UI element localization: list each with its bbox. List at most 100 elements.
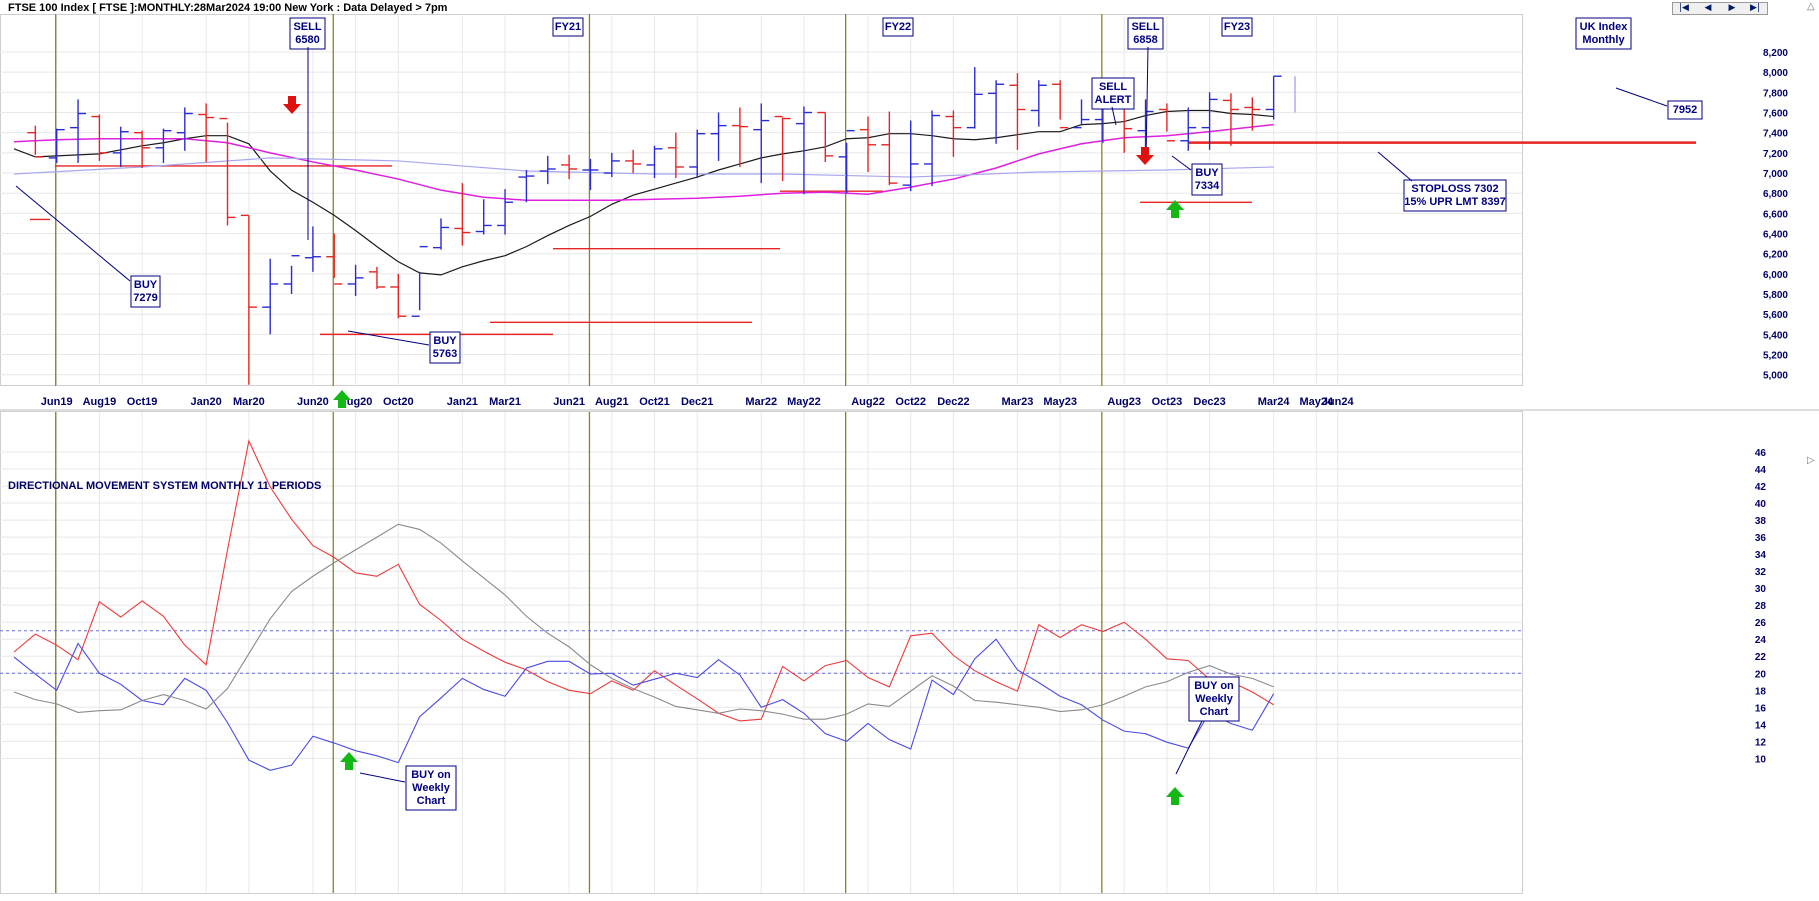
buy-arrow-up-icon — [1166, 787, 1184, 805]
x-tick-label: Dec23 — [1193, 396, 1225, 408]
x-tick-label: Oct21 — [639, 396, 670, 408]
last-price-label: 7952 — [1667, 100, 1703, 120]
x-tick-label: Mar24 — [1258, 396, 1291, 408]
price-tick-label: 7,000 — [1763, 169, 1788, 180]
dmi-tick-label: 24 — [1755, 635, 1767, 646]
moving-average-line-magenta — [13, 123, 1274, 201]
price-tick-label: 5,400 — [1763, 330, 1788, 341]
ohlc-bar — [774, 115, 791, 182]
ohlc-bar — [1158, 103, 1175, 142]
fiscal-label-fy23: FY23 — [1221, 17, 1253, 37]
dmi-tick-label: 16 — [1755, 703, 1767, 714]
dmi-tick-label: 12 — [1755, 737, 1767, 748]
dmi-tick-label: 46 — [1755, 448, 1767, 459]
x-tick-label: May22 — [787, 396, 821, 408]
x-tick-label: Jun20 — [297, 396, 329, 408]
buy-5763-label-text: BUY — [433, 335, 457, 347]
ohlc-bar — [1222, 93, 1239, 146]
x-tick-label: Jun24 — [1322, 396, 1355, 408]
ohlc-bar — [27, 125, 44, 158]
x-tick-label: Aug21 — [595, 396, 629, 408]
uk-index-label-box — [1575, 17, 1632, 50]
ohlc-bar — [1073, 99, 1090, 129]
sell-6858-pointer — [1145, 46, 1149, 161]
buy-7334-label-box — [1191, 163, 1223, 196]
dmi-tick-label: 14 — [1755, 720, 1767, 731]
ohlc-bar — [262, 258, 279, 335]
buy-5763-pointer — [347, 330, 430, 346]
ohlc-bar — [112, 126, 129, 167]
ohlc-bar — [1009, 73, 1026, 150]
buy-weekly-2-label-text: BUY on — [1194, 680, 1234, 692]
x-tick-label: May24 — [1300, 396, 1335, 408]
ohlc-bar — [881, 111, 898, 186]
ohlc-bar — [48, 128, 65, 163]
ohlc-bar — [219, 117, 236, 226]
dmi-tick-label: 44 — [1755, 465, 1767, 476]
price-tick-label: 5,600 — [1763, 310, 1788, 321]
ohlc-bar — [625, 149, 642, 174]
buy-7279-pointer — [15, 185, 131, 282]
buy-weekly-1-pointer — [359, 772, 406, 783]
fiscal-label-fy21-box — [552, 17, 584, 37]
ohlc-bar — [1137, 99, 1154, 153]
stoploss-label-box — [1403, 179, 1507, 212]
first-page-icon[interactable]: |◀ — [1679, 3, 1689, 13]
ohlc-bar — [689, 129, 706, 179]
x-tick-label: Oct20 — [383, 396, 414, 408]
price-tick-label: 7,600 — [1763, 109, 1788, 120]
ohlc-bar — [582, 158, 599, 191]
sell-alert-label-box — [1091, 77, 1135, 110]
x-tick-label: Dec22 — [937, 396, 969, 408]
last-page-icon[interactable]: ▶| — [1750, 3, 1760, 13]
sell-6858-label-box — [1127, 17, 1164, 50]
moving-average-line-black — [13, 109, 1274, 276]
dmi-line-red — [13, 439, 1274, 722]
ohlc-bar — [475, 199, 492, 235]
ohlc-bar — [924, 110, 941, 187]
dmi-tick-label: 22 — [1755, 652, 1767, 663]
ohlc-bar — [539, 155, 556, 185]
ohlc-bar — [176, 107, 193, 151]
next-page-icon[interactable]: ▶ — [1728, 3, 1736, 13]
fiscal-label-fy22: FY22 — [882, 17, 914, 37]
scroll-up-icon[interactable]: △ — [1807, 1, 1815, 12]
price-tick-label: 8,000 — [1763, 68, 1788, 79]
sell-6858-label-text: 6858 — [1133, 34, 1157, 46]
price-tick-label: 8,200 — [1763, 48, 1788, 59]
moving-average-line-lavender — [13, 157, 1274, 178]
dmi-line-blue — [13, 638, 1275, 771]
dmi-tick-label: 32 — [1755, 567, 1767, 578]
sell-6580-label-text: SELL — [293, 21, 321, 33]
buy-7279-label-box — [130, 275, 161, 308]
scroll-right-icon[interactable]: ▷ — [1807, 455, 1815, 466]
stoploss-pointer — [1377, 151, 1413, 182]
x-tick-label: Jun19 — [41, 396, 73, 408]
x-tick-label: Oct22 — [895, 396, 926, 408]
x-tick-label: Aug22 — [851, 396, 885, 408]
nav-controls: |◀ ◀ ▶ ▶| — [1672, 2, 1768, 15]
buy-5763-label-box — [429, 331, 461, 364]
ohlc-bar — [966, 67, 983, 129]
fiscal-label-fy21-text: FY21 — [555, 21, 581, 33]
ohlc-bar — [70, 99, 87, 163]
dmi-tick-label: 28 — [1755, 601, 1767, 612]
ohlc-bar — [945, 110, 962, 157]
dmi-tick-label: 10 — [1755, 754, 1767, 765]
title-bar: FTSE 100 Index [ FTSE ]:MONTHLY:28Mar202… — [8, 2, 447, 14]
ohlc-bar — [155, 128, 172, 163]
buy-weekly-1-label-box — [405, 765, 457, 811]
price-tick-label: 6,000 — [1763, 270, 1788, 281]
previous-page-icon[interactable]: ◀ — [1704, 3, 1712, 13]
ohlc-bar — [753, 103, 770, 184]
ohlc-bar — [646, 145, 663, 179]
